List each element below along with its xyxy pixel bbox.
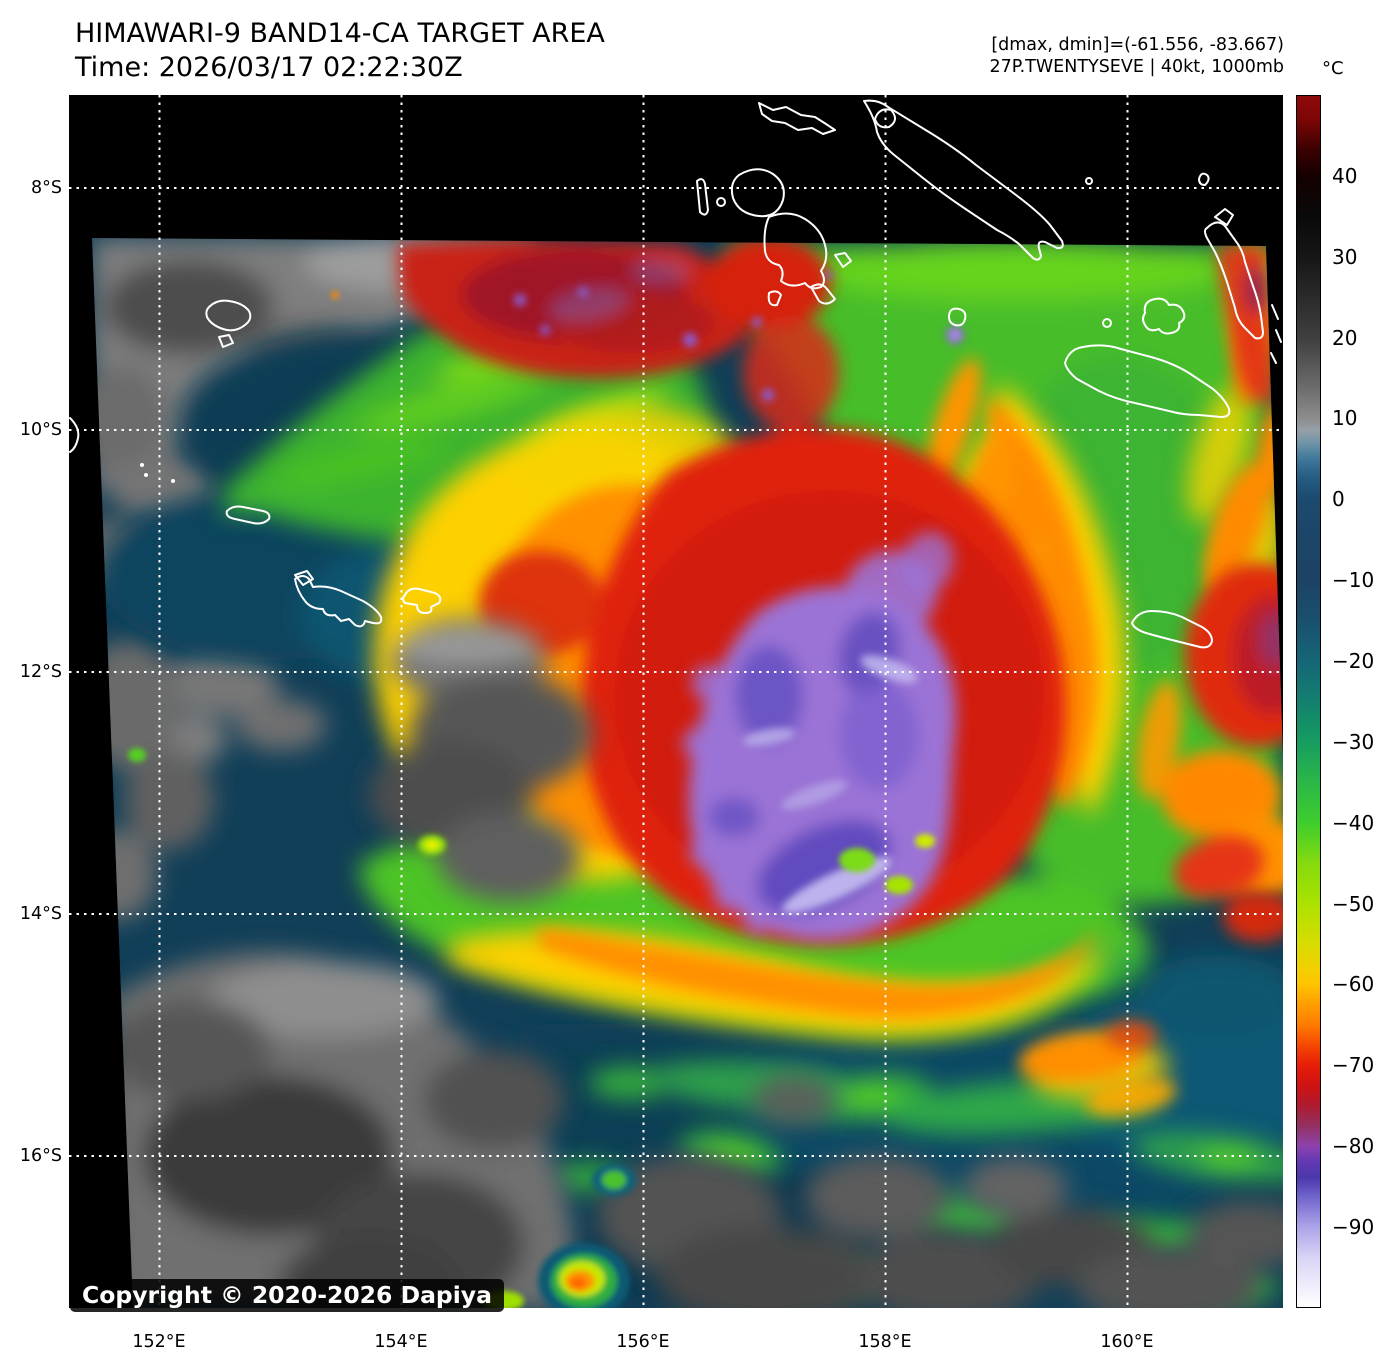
colorbar-tick: 40 bbox=[1332, 164, 1358, 188]
coastline-rossel bbox=[402, 587, 442, 614]
lat-label: 14°S bbox=[19, 904, 62, 924]
copyright-badge: Copyright © 2020-2026 Dapiya bbox=[70, 1279, 504, 1312]
time-label: Time: 2026/03/17 02:22:30Z bbox=[75, 52, 463, 83]
colorbar-unit-label: °C bbox=[1322, 58, 1344, 79]
header-right: [dmax, dmin]=(-61.556, -83.667) 27P.TWEN… bbox=[990, 34, 1284, 78]
colorbar-tick: 10 bbox=[1332, 406, 1358, 430]
coastline-rennell bbox=[1131, 610, 1213, 649]
colorbar-tick: −40 bbox=[1332, 811, 1375, 835]
coastline-ring-island bbox=[1142, 297, 1186, 335]
temperature-colorbar bbox=[1296, 95, 1321, 1308]
colorbar-tick: −10 bbox=[1332, 568, 1375, 592]
colorbar-tick: 0 bbox=[1332, 487, 1345, 511]
lon-label: 158°E bbox=[858, 1332, 912, 1352]
colorbar-tick: 20 bbox=[1332, 326, 1358, 350]
coastline-islet-triangle bbox=[874, 108, 896, 129]
lon-label: 154°E bbox=[374, 1332, 428, 1352]
colorbar-tick: −20 bbox=[1332, 649, 1375, 673]
lat-label: 8°S bbox=[31, 178, 62, 198]
lon-label: 156°E bbox=[616, 1332, 670, 1352]
coastline-guadalcanal bbox=[1064, 344, 1231, 418]
colorbar-tick: −90 bbox=[1332, 1215, 1375, 1239]
colorbar-tick: −50 bbox=[1332, 892, 1375, 916]
satellite-map-plot[interactable] bbox=[69, 95, 1283, 1308]
coastline-islet bbox=[716, 197, 726, 207]
coastline-tagula bbox=[294, 575, 383, 628]
coastline-small-ring bbox=[948, 307, 967, 327]
coastline-new-ireland-chain bbox=[758, 102, 836, 135]
colorbar-tick: −70 bbox=[1332, 1053, 1375, 1077]
page-title: HIMAWARI-9 BAND14-CA TARGET AREA bbox=[75, 18, 605, 49]
dmax-dmin-label: [dmax, dmin]=(-61.556, -83.667) bbox=[991, 35, 1284, 55]
coastline-bougainville bbox=[863, 99, 1064, 261]
coastline-sliver bbox=[696, 178, 709, 216]
lat-label: 10°S bbox=[19, 420, 62, 440]
coastline-round-island bbox=[730, 168, 785, 218]
coastline-trobriand bbox=[205, 299, 252, 332]
coastlines bbox=[69, 99, 1282, 649]
coastline-misima bbox=[225, 505, 271, 525]
lat-label: 16°S bbox=[19, 1146, 62, 1166]
coastline-east-cape bbox=[69, 417, 80, 453]
colorbar-tick: 30 bbox=[1332, 245, 1358, 269]
coastline-malaita bbox=[1204, 221, 1264, 340]
lat-label: 12°S bbox=[19, 662, 62, 682]
cyclone-cold-core bbox=[514, 271, 964, 941]
satellite-swath bbox=[92, 238, 1283, 1308]
lon-label: 152°E bbox=[132, 1332, 186, 1352]
colorbar-tick: −80 bbox=[1332, 1134, 1375, 1158]
storm-info-label: 27P.TWENTYSEVE | 40kt, 1000mb bbox=[989, 57, 1284, 77]
gray-cloud-field-south bbox=[107, 618, 1283, 1308]
colorbar-tick: −60 bbox=[1332, 972, 1375, 996]
lon-label: 160°E bbox=[1100, 1332, 1154, 1352]
satellite-imagery bbox=[69, 95, 1283, 1308]
coastline-tiny-island bbox=[1198, 172, 1210, 186]
colorbar-tick: −30 bbox=[1332, 730, 1375, 754]
